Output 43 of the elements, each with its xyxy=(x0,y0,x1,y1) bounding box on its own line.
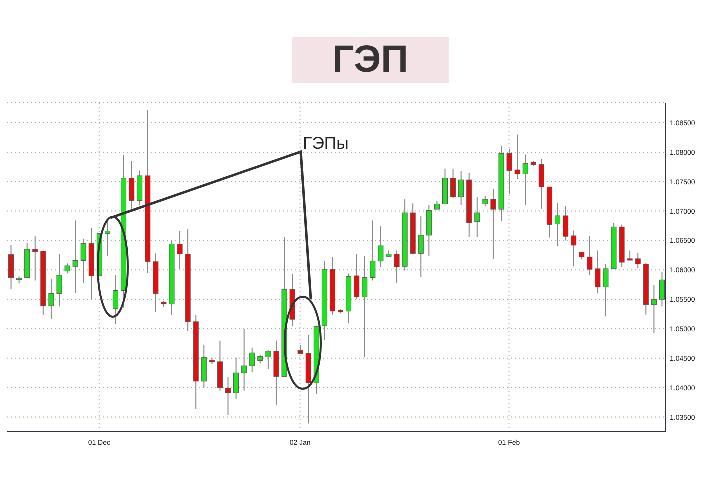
candlestick xyxy=(80,238,86,284)
candlestick xyxy=(482,195,488,208)
candlestick xyxy=(450,168,456,199)
annotation: ГЭПы xyxy=(303,134,349,153)
candlestick xyxy=(571,230,577,268)
candlestick xyxy=(506,148,512,195)
candlestick xyxy=(250,347,256,374)
candlestick xyxy=(418,216,424,278)
candlestick xyxy=(32,236,38,282)
candlestick xyxy=(474,196,480,238)
candlestick xyxy=(538,159,544,210)
candlestick xyxy=(370,220,376,282)
candlestick xyxy=(458,170,464,206)
candlestick xyxy=(394,250,400,284)
candlestick xyxy=(362,256,368,358)
candlestick xyxy=(8,244,14,290)
candlestick xyxy=(48,278,54,320)
candlestick xyxy=(651,284,657,334)
candlestick xyxy=(72,220,78,294)
candlestick xyxy=(627,250,633,261)
candlestick xyxy=(112,274,118,325)
candlestick xyxy=(234,357,240,400)
candlestick xyxy=(177,230,183,270)
candlestick xyxy=(514,134,520,180)
candlestick xyxy=(659,272,665,308)
candlestick xyxy=(354,254,360,300)
candlestick xyxy=(64,263,70,274)
candlestick xyxy=(587,236,593,276)
candlestick xyxy=(603,264,609,318)
candlestick xyxy=(242,328,248,392)
candlestick xyxy=(563,205,569,242)
candlestick xyxy=(522,154,528,206)
candlestick xyxy=(201,344,207,388)
chart-title: ГЭП xyxy=(292,37,449,83)
candlestick xyxy=(56,254,62,308)
candlestick xyxy=(555,202,561,248)
candlestick xyxy=(266,350,272,370)
candlestick xyxy=(226,376,232,416)
candlestick xyxy=(635,252,641,269)
candlestick xyxy=(595,250,601,294)
candlestick xyxy=(378,226,384,268)
candlestick xyxy=(129,160,135,212)
candlestick xyxy=(490,188,496,260)
